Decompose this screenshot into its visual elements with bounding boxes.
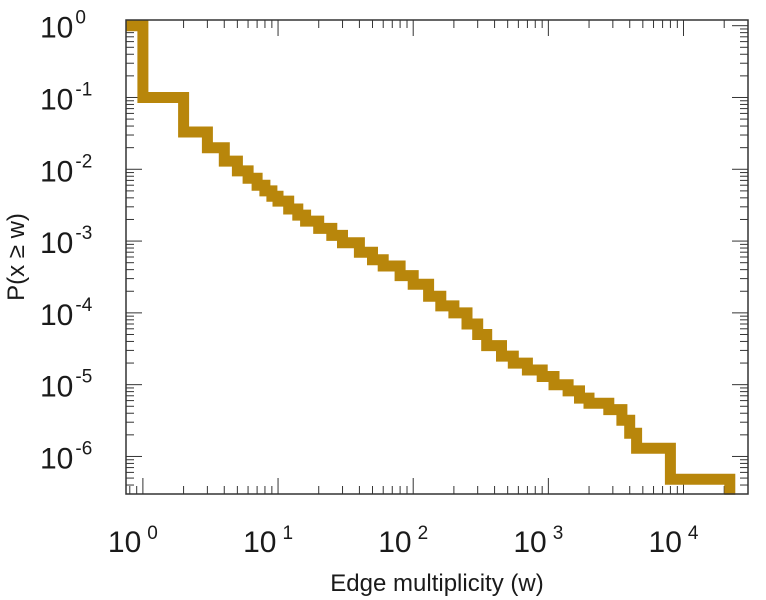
y-tick-label: 10 0 <box>40 8 86 45</box>
x-tick-exponent: 1 <box>282 523 293 544</box>
x-tick-exponent: 3 <box>553 523 564 544</box>
x-tick-base: 10 <box>243 526 276 559</box>
y-tick-label: 10 -2 <box>40 151 92 188</box>
y-tick-exponent: -3 <box>75 223 92 244</box>
y-tick-base: 10 <box>40 299 73 332</box>
plot-frame <box>125 19 749 495</box>
y-tick-base: 10 <box>40 12 73 45</box>
x-tick-label: 10 3 <box>513 523 563 559</box>
x-tick-label: 10 2 <box>378 523 428 559</box>
x-tick-base: 10 <box>108 526 141 559</box>
y-tick-exponent: -1 <box>75 79 92 100</box>
minor-ticks <box>126 20 749 495</box>
y-tick-label: 10 -3 <box>40 223 92 260</box>
y-tick-exponent: -4 <box>75 295 92 316</box>
x-tick-base: 10 <box>378 526 411 559</box>
x-tick-exponent: 4 <box>688 523 699 544</box>
x-tick-base: 10 <box>649 526 682 559</box>
y-tick-exponent: -6 <box>75 438 92 459</box>
x-tick-label: 10 0 <box>108 523 158 559</box>
ccdf-step-line <box>126 20 736 495</box>
y-tick-exponent: -5 <box>75 367 92 388</box>
x-tick-base: 10 <box>513 526 546 559</box>
y-tick-label: 10 -5 <box>40 367 92 404</box>
y-tick-base: 10 <box>40 227 73 260</box>
y-tick-exponent: -2 <box>75 151 92 172</box>
x-tick-exponent: 0 <box>147 523 158 544</box>
x-tick-labels: 10 0 10 1 10 2 10 3 10 4 <box>108 523 699 559</box>
x-tick-label: 10 4 <box>649 523 699 559</box>
y-tick-label: 10 -4 <box>40 295 93 332</box>
y-tick-base: 10 <box>40 155 73 188</box>
x-tick-exponent: 2 <box>418 523 429 544</box>
y-tick-exponent: 0 <box>75 8 86 29</box>
y-tick-base: 10 <box>40 442 73 475</box>
y-tick-label: 10 -1 <box>40 79 92 116</box>
x-axis-title: Edge multiplicity (w) <box>330 570 543 597</box>
y-tick-base: 10 <box>40 83 73 116</box>
y-tick-label: 10 -6 <box>40 438 92 475</box>
y-tick-base: 10 <box>40 371 73 404</box>
y-axis-title: P(x ≥ w) <box>3 213 30 301</box>
x-tick-label: 10 1 <box>243 523 293 559</box>
